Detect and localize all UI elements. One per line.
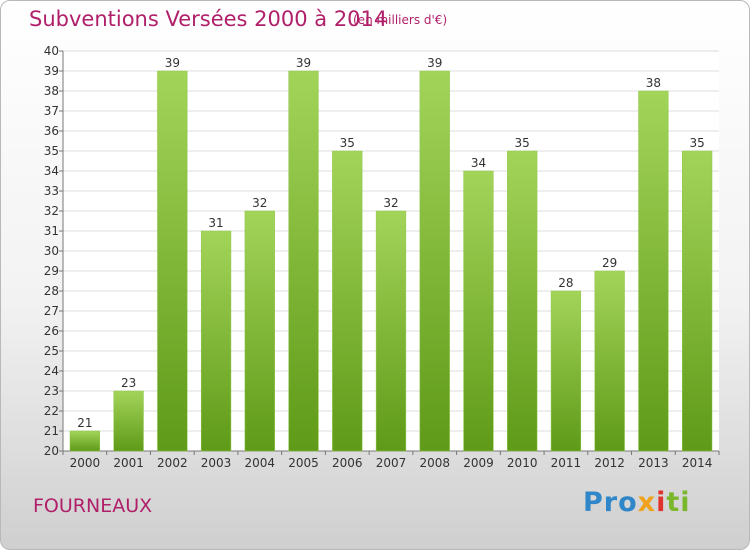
y-tick-label: 26 xyxy=(44,324,59,338)
y-tick-label: 32 xyxy=(44,204,59,218)
y-tick-label: 31 xyxy=(44,224,59,238)
value-label-2012: 29 xyxy=(602,256,617,270)
x-tick-label-2014: 2014 xyxy=(682,456,713,470)
y-tick-label: 39 xyxy=(44,64,59,78)
bar-2004 xyxy=(244,210,275,452)
bar-2001 xyxy=(113,390,144,452)
bar-2006 xyxy=(332,150,363,452)
value-label-2002: 39 xyxy=(165,56,180,70)
bar-2011 xyxy=(550,290,582,452)
value-label-2001: 23 xyxy=(121,376,136,390)
x-tick-label-2011: 2011 xyxy=(551,456,582,470)
x-tick-label-2005: 2005 xyxy=(288,456,319,470)
x-tick-label-2000: 2000 xyxy=(70,456,101,470)
bar-2000 xyxy=(69,430,100,452)
value-label-2006: 35 xyxy=(340,136,355,150)
value-label-2014: 35 xyxy=(689,136,704,150)
value-label-2008: 39 xyxy=(427,56,442,70)
bar-2007 xyxy=(375,210,407,452)
y-tick-label: 22 xyxy=(44,404,59,418)
y-tick-label: 25 xyxy=(44,344,59,358)
x-tick-label-2003: 2003 xyxy=(201,456,232,470)
y-tick-label: 21 xyxy=(44,424,59,438)
value-label-2013: 38 xyxy=(646,76,661,90)
y-tick-label: 36 xyxy=(44,124,59,138)
y-tick-label: 33 xyxy=(44,184,59,198)
bar-2008 xyxy=(419,70,450,452)
x-tick-label-2013: 2013 xyxy=(638,456,669,470)
chart-title: Subventions Versées 2000 à 2014 xyxy=(29,7,388,31)
x-tick-label-2002: 2002 xyxy=(157,456,188,470)
value-label-2007: 32 xyxy=(383,196,398,210)
x-tick-label-2007: 2007 xyxy=(376,456,407,470)
value-label-2009: 34 xyxy=(471,156,486,170)
y-tick-label: 34 xyxy=(44,164,59,178)
bar-2003 xyxy=(200,230,232,452)
y-tick-label: 23 xyxy=(44,384,59,398)
bar-2012 xyxy=(594,270,625,452)
y-tick-label: 40 xyxy=(44,44,59,58)
bar-2014 xyxy=(682,150,713,452)
value-label-2003: 31 xyxy=(208,216,223,230)
y-tick-label: 35 xyxy=(44,144,59,158)
y-tick-label: 28 xyxy=(44,284,59,298)
y-tick-label: 27 xyxy=(44,304,59,318)
bar-2010 xyxy=(507,150,538,452)
x-tick-label-2008: 2008 xyxy=(419,456,450,470)
y-tick-label: 24 xyxy=(44,364,59,378)
value-label-2010: 35 xyxy=(515,136,530,150)
value-label-2000: 21 xyxy=(77,416,92,430)
value-label-2011: 28 xyxy=(558,276,573,290)
y-tick-label: 29 xyxy=(44,264,59,278)
y-tick-label: 20 xyxy=(44,444,59,458)
bar-2009 xyxy=(463,170,494,452)
x-tick-label-2006: 2006 xyxy=(332,456,363,470)
chart-subtitle: (en milliers d'€) xyxy=(353,13,448,27)
y-tick-label: 37 xyxy=(44,104,59,118)
commune-name: FOURNEAUX xyxy=(33,495,153,517)
bar-2013 xyxy=(638,90,669,452)
bar-2005 xyxy=(288,70,319,452)
x-tick-label-2001: 2001 xyxy=(113,456,144,470)
value-label-2005: 39 xyxy=(296,56,311,70)
bar-2002 xyxy=(157,70,188,452)
x-tick-label-2012: 2012 xyxy=(594,456,625,470)
x-tick-label-2010: 2010 xyxy=(507,456,538,470)
value-label-2004: 32 xyxy=(252,196,267,210)
x-tick-label-2004: 2004 xyxy=(245,456,276,470)
y-tick-label: 38 xyxy=(44,84,59,98)
x-tick-label-2009: 2009 xyxy=(463,456,494,470)
labels: 20 21 22 23 24 25 26 27 28 29 30 31 32 33 34 35 36 37 38 39… xyxy=(44,44,713,470)
bars xyxy=(69,70,713,452)
proxiti-logo: Proxiti xyxy=(583,487,691,518)
y-tick-label: 30 xyxy=(44,244,59,258)
